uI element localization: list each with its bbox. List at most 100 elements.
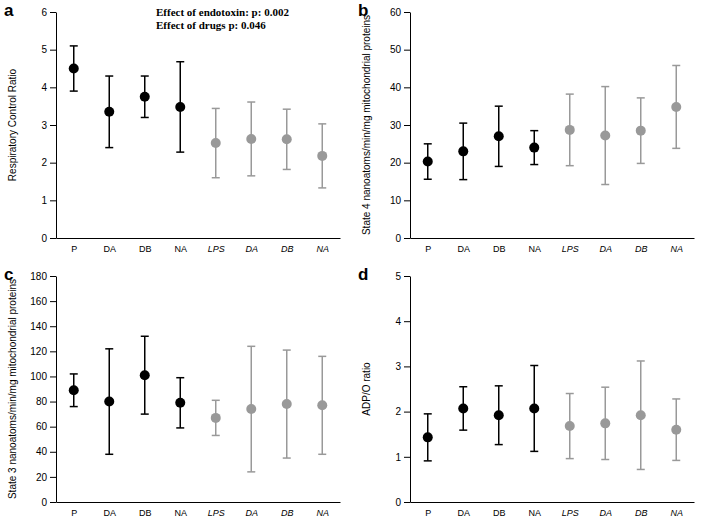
error-bar-cap xyxy=(566,165,574,167)
error-bar xyxy=(530,365,538,451)
point xyxy=(494,410,504,420)
y-tick-label: 120 xyxy=(30,346,47,357)
x-tick-label: NA xyxy=(670,244,683,254)
y-tick: 5 xyxy=(395,271,410,282)
error-bar-cap xyxy=(70,373,78,375)
y-tick-label: 80 xyxy=(36,396,48,407)
x-tick-label: DB xyxy=(493,244,506,254)
error-bar xyxy=(70,374,78,407)
panel-label: d xyxy=(358,265,368,284)
y-tick: 6 xyxy=(41,7,56,18)
y-tick-label: 140 xyxy=(30,321,47,332)
plot-area: 0123456PDADBNALPSDADBNA xyxy=(41,7,340,255)
x-tick: LPS xyxy=(208,238,225,254)
x-tick: DB xyxy=(139,238,152,254)
error-bar-cap xyxy=(637,469,645,471)
y-tick-mark xyxy=(404,125,410,126)
point xyxy=(175,398,185,408)
y-tick: 40 xyxy=(36,446,56,457)
y-tick: 60 xyxy=(36,421,56,432)
error-bar-cap xyxy=(176,61,184,63)
x-tick: P xyxy=(71,238,77,254)
y-tick-label: 2 xyxy=(395,406,401,417)
x-tick: DA xyxy=(245,502,258,518)
error-bar-cap xyxy=(141,413,149,415)
y-tick-label: 160 xyxy=(30,296,47,307)
x-tick-label: DB xyxy=(635,508,648,518)
x-tick: NA xyxy=(528,238,541,254)
error-bar-cap xyxy=(105,75,113,77)
y-tick: 50 xyxy=(390,44,410,55)
y-axis-title: Respiratory Control Ratio xyxy=(7,68,18,181)
y-tick: 140 xyxy=(30,321,56,332)
error-bar-cap xyxy=(141,117,149,119)
y-axis-line xyxy=(410,13,411,239)
error-bar-cap xyxy=(637,163,645,165)
error-bar xyxy=(247,346,255,472)
y-axis: 012345 xyxy=(395,271,410,508)
y-tick-mark xyxy=(404,200,410,201)
error-bar xyxy=(318,356,326,454)
error-bar-cap xyxy=(530,164,538,166)
x-tick-label: LPS xyxy=(208,508,225,518)
error-bar xyxy=(672,65,680,148)
x-tick-label: DB xyxy=(139,508,152,518)
error-bar xyxy=(105,349,113,454)
error-bar-cap xyxy=(105,147,113,149)
y-tick: 2 xyxy=(395,406,410,417)
y-tick-mark xyxy=(404,366,410,367)
point xyxy=(175,102,185,112)
x-tick-label: P xyxy=(425,244,431,254)
y-tick-mark xyxy=(50,12,56,13)
x-tick: NA xyxy=(316,238,329,254)
error-bar xyxy=(176,62,184,152)
point xyxy=(423,432,433,442)
y-tick: 0 xyxy=(395,497,410,508)
x-tick: DB xyxy=(281,502,294,518)
y-tick: 30 xyxy=(390,120,410,131)
error-bar-cap xyxy=(176,427,184,429)
error-bar xyxy=(283,109,291,169)
y-tick-label: 60 xyxy=(36,421,48,432)
x-tick: DB xyxy=(635,238,648,254)
y-tick-label: 4 xyxy=(41,82,47,93)
y-tick-label: 10 xyxy=(390,195,402,206)
y-tick-label: 6 xyxy=(41,7,47,18)
error-bar-cap xyxy=(424,143,432,145)
error-bar-cap xyxy=(495,166,503,168)
error-bar xyxy=(459,387,467,430)
y-tick: 100 xyxy=(30,371,56,382)
x-tick: DB xyxy=(493,502,506,518)
x-tick: NA xyxy=(670,238,683,254)
error-bar xyxy=(424,144,432,179)
figure: 0123456PDADBNALPSDADBNAaRespiratory Cont… xyxy=(0,0,708,528)
x-tick: DB xyxy=(493,238,506,254)
x-tick: DA xyxy=(599,502,612,518)
plot-area: 0102030405060PDADBNALPSDADBNA xyxy=(390,7,695,255)
x-tick: NA xyxy=(670,502,683,518)
point xyxy=(69,385,79,395)
y-tick-mark xyxy=(50,301,56,302)
x-tick: LPS xyxy=(208,502,225,518)
x-tick: DA xyxy=(245,238,258,254)
error-bar-cap xyxy=(176,151,184,153)
error-bar-cap xyxy=(672,460,680,462)
y-tick-label: 180 xyxy=(30,271,47,282)
y-tick: 5 xyxy=(41,44,56,55)
point xyxy=(458,403,468,413)
x-axis: PDADBNALPSDADBNA xyxy=(411,238,695,254)
error-bar xyxy=(212,400,220,435)
y-tick-mark xyxy=(404,50,410,51)
y-tick: 1 xyxy=(41,195,56,206)
y-tick-mark xyxy=(50,87,56,88)
error-bar-cap xyxy=(566,93,574,95)
x-tick-label: NA xyxy=(670,508,683,518)
marks xyxy=(69,46,328,188)
marks xyxy=(423,361,682,469)
marks xyxy=(423,65,682,184)
error-bar-cap xyxy=(283,457,291,459)
x-tick: DA xyxy=(103,238,116,254)
error-bar-cap xyxy=(459,122,467,124)
error-bar xyxy=(459,123,467,180)
x-tick-label: DB xyxy=(139,244,152,254)
